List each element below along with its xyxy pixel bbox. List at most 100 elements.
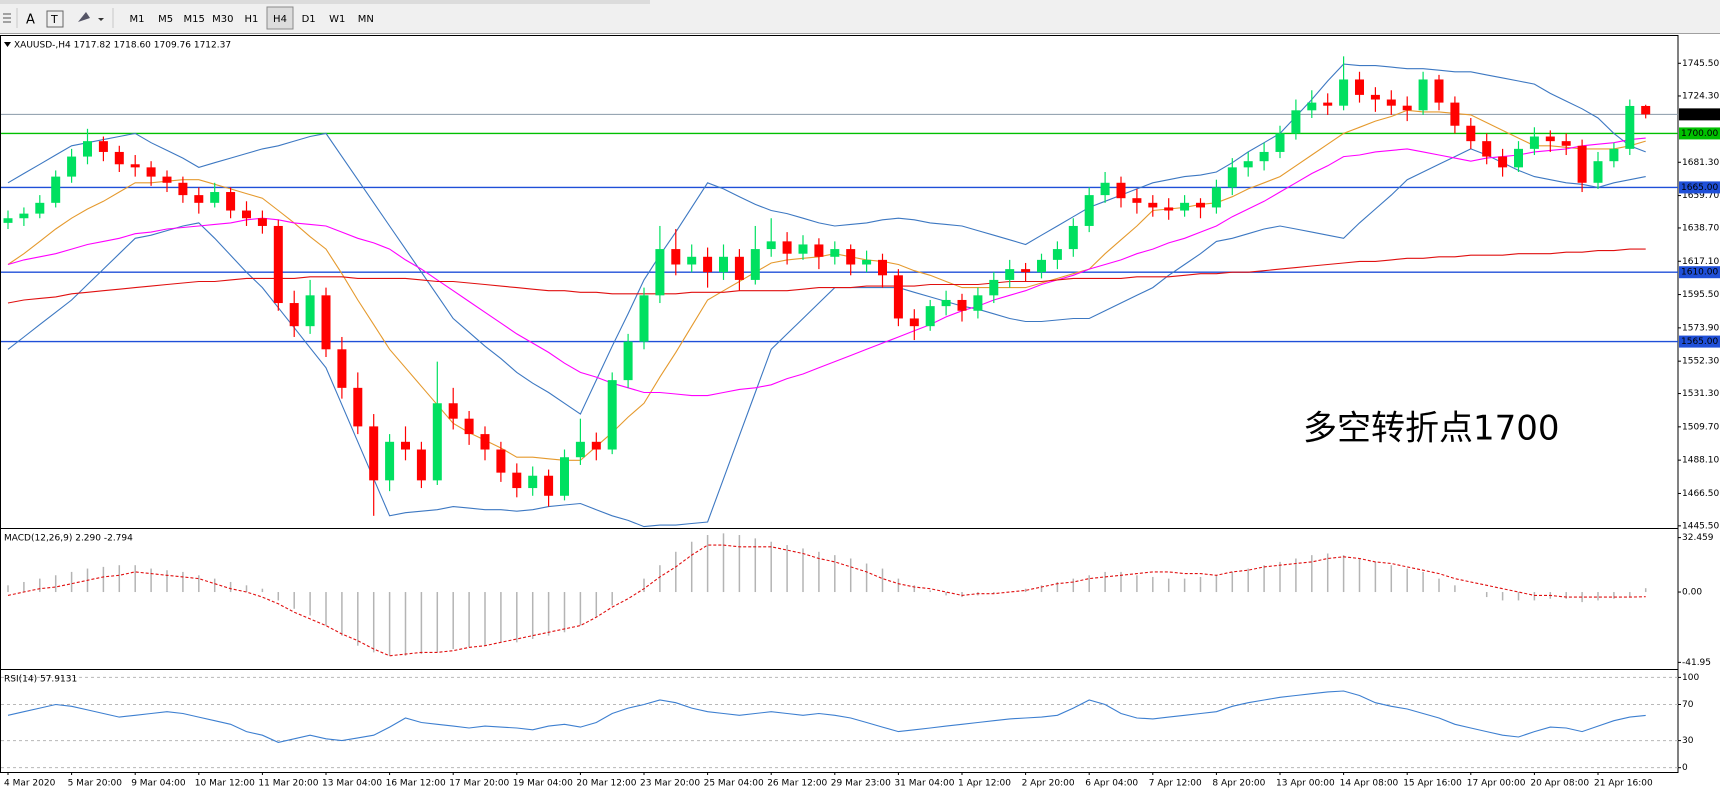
y-tick-label: 1617.10: [1682, 257, 1719, 267]
candle-body: [67, 156, 77, 177]
candle-body: [1609, 148, 1619, 162]
candle-body: [1021, 269, 1031, 273]
candle-body: [257, 218, 267, 226]
candle-body: [3, 218, 13, 223]
level-label: 1700.00: [1681, 129, 1718, 139]
candle-body: [1450, 102, 1460, 126]
symbol-menu[interactable]: [4, 42, 11, 47]
candle-body: [1402, 105, 1412, 111]
candle-body: [1116, 182, 1126, 199]
candle-body: [210, 192, 220, 203]
toolbar-top-strip: [0, 0, 650, 4]
candle-body: [703, 256, 713, 273]
period-button[interactable]: [209, 7, 236, 29]
candle-body: [830, 249, 840, 257]
period-button[interactable]: [152, 7, 179, 29]
x-tick-label: 20 Apr 08:00: [1530, 779, 1589, 789]
y-tick-label: 32.459: [1682, 533, 1714, 543]
y-tick-label: 1724.30: [1682, 91, 1719, 101]
label-tool-box[interactable]: [46, 10, 64, 28]
period-label[interactable]: M5: [158, 14, 173, 25]
y-tick-label: 1659.70: [1682, 191, 1719, 201]
candle-body: [1180, 202, 1190, 211]
period-button[interactable]: [295, 7, 322, 29]
candle-body: [989, 279, 999, 296]
candle-body: [114, 151, 124, 165]
period-label[interactable]: MN: [358, 14, 374, 25]
candle-body: [1370, 94, 1380, 100]
period-button[interactable]: [324, 7, 351, 29]
x-tick-label: 13 Mar 04:00: [322, 779, 382, 789]
x-tick-label: 21 Apr 16:00: [1594, 779, 1653, 789]
candle-body: [130, 164, 140, 168]
y-tick-label: 1466.50: [1682, 489, 1719, 499]
candle-body: [1561, 141, 1571, 146]
level-tag: [1679, 266, 1720, 279]
shapes-tool[interactable]: [78, 12, 104, 22]
y-tick-label: 1681.30: [1682, 158, 1719, 168]
period-label[interactable]: H1: [244, 14, 258, 25]
candle-body: [1164, 207, 1174, 211]
candle-body: [941, 299, 951, 307]
candle-body: [1148, 202, 1158, 208]
candle-body: [639, 295, 649, 342]
x-tick-label: 25 Mar 04:00: [704, 779, 764, 789]
candle-body: [862, 259, 872, 265]
x-tick-label: 29 Mar 23:00: [831, 779, 891, 789]
x-tick-label: 2 Apr 20:00: [1022, 779, 1075, 789]
x-tick-label: 19 Mar 04:00: [513, 779, 573, 789]
candle-body: [1641, 105, 1651, 115]
candle-body: [496, 449, 506, 473]
candle-body: [1227, 167, 1237, 188]
period-label[interactable]: D1: [302, 14, 316, 25]
period-button[interactable]: [352, 7, 379, 29]
annotation: 多空转折点1700: [1303, 409, 1560, 449]
candle-body: [1434, 79, 1444, 103]
candle-body: [687, 256, 697, 265]
candle-body: [528, 475, 538, 489]
candle-body: [1211, 187, 1221, 208]
period-label[interactable]: M15: [184, 14, 205, 25]
period-button[interactable]: [238, 7, 265, 29]
lines-tool[interactable]: [3, 13, 11, 23]
period-label[interactable]: W1: [329, 14, 345, 25]
period-label[interactable]: M30: [212, 14, 233, 25]
period-label[interactable]: H4: [273, 14, 287, 25]
candle-body: [51, 176, 61, 203]
x-tick-label: 4 Mar 2020: [4, 779, 56, 789]
y-tick-label: 0.00: [1682, 588, 1702, 598]
candle-body: [1529, 136, 1539, 149]
label-tool[interactable]: T: [50, 13, 58, 26]
candle-body: [607, 380, 617, 450]
period-button[interactable]: [181, 7, 208, 29]
candle-body: [146, 167, 156, 177]
panel-frame: [0, 528, 1679, 671]
candle-body: [337, 349, 347, 388]
panel-frame: [0, 669, 1679, 773]
x-tick-label: 8 Apr 20:00: [1212, 779, 1265, 789]
candle-body: [83, 141, 92, 157]
period-label[interactable]: M1: [130, 14, 145, 25]
candle-body: [1052, 249, 1062, 260]
candle-body: [178, 182, 188, 196]
panel-title: MACD(12,26,9) 2.290 -2.794: [4, 534, 133, 544]
text-tool[interactable]: A: [26, 13, 35, 28]
period-button[interactable]: [266, 6, 294, 30]
y-tick-label: 1595.50: [1682, 290, 1719, 300]
panel: 32.459 0.00 -41.95 MACD(12,26,9) 2.290 -2.7…: [0, 528, 1714, 671]
period-button[interactable]: [124, 7, 150, 29]
candle-body: [878, 259, 887, 276]
candle-body: [973, 295, 983, 311]
candle-body: [1339, 79, 1349, 106]
indicator-line: [7, 63, 1646, 415]
plot-clip: [7, 690, 1646, 743]
y-tick-label: 1573.90: [1682, 323, 1719, 333]
candle-body: [401, 441, 410, 450]
candle-body: [1482, 141, 1492, 157]
candle-body: [1593, 161, 1603, 183]
x-tick-label: 13 Apr 00:00: [1276, 779, 1335, 789]
candle-body: [1275, 133, 1285, 152]
y-tick-label: 1488.10: [1682, 456, 1719, 466]
candle-body: [464, 418, 474, 435]
